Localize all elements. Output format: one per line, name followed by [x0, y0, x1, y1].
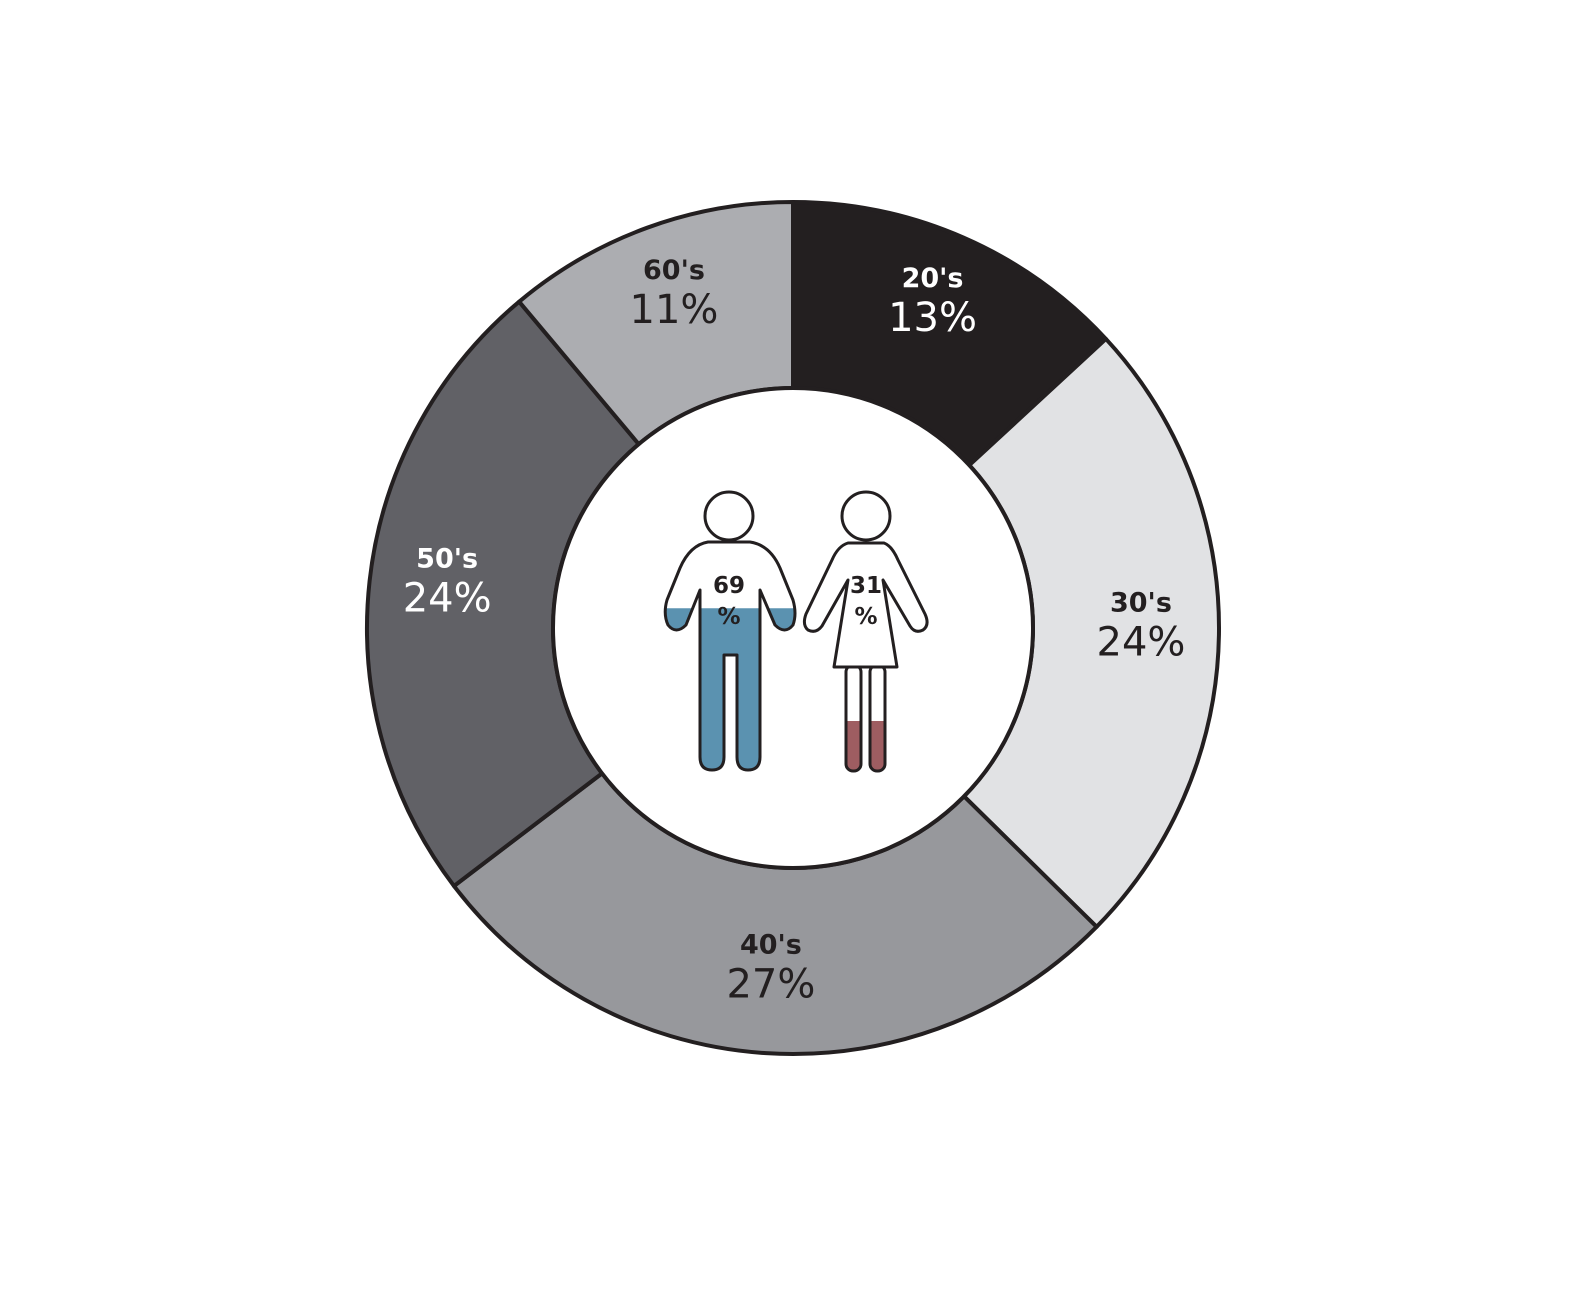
slice-age-label: 50's: [416, 543, 478, 574]
slice-age-label: 20's: [902, 263, 964, 294]
slice-percent-label: 11%: [630, 287, 719, 333]
labels-layer: 20's13%30's24%40's27%50's24%60's11%: [403, 255, 1186, 1007]
slice-percent-label: 24%: [1097, 620, 1186, 666]
male-figure-icon: 69 %: [663, 490, 797, 772]
female-percent-number: 31: [850, 573, 882, 599]
slice-age-label: 60's: [643, 255, 705, 286]
male-percent-number: 69: [713, 573, 745, 599]
slice-percent-label: 27%: [726, 961, 815, 1007]
slice-percent-label: 24%: [403, 575, 492, 621]
slice-percent-label: 13%: [888, 295, 977, 341]
male-percent-unit: %: [717, 604, 740, 630]
female-percent-unit: %: [854, 604, 877, 630]
slice-age-label: 30's: [1110, 588, 1172, 619]
donut-hole: [551, 386, 1035, 870]
female-figure-icon: 31 %: [802, 490, 929, 773]
slice-age-label: 40's: [740, 929, 802, 960]
